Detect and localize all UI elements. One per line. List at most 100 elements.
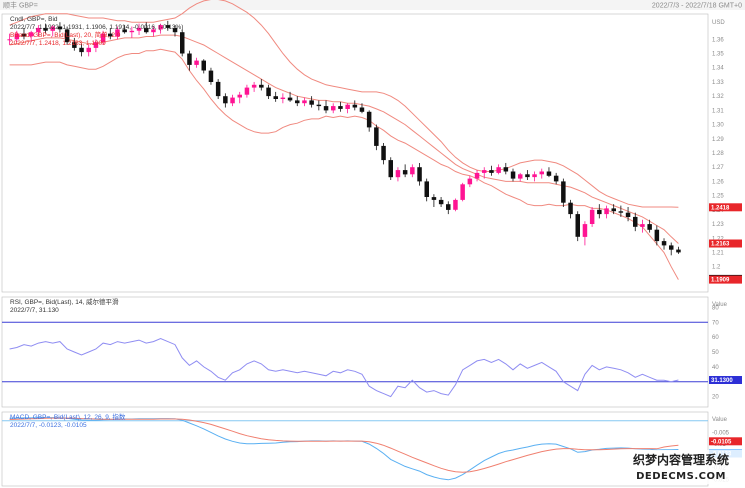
candle-body <box>273 96 278 99</box>
candle-body <box>467 178 473 185</box>
candle-body <box>86 47 91 53</box>
candle-body <box>21 33 27 37</box>
candle-body <box>424 181 429 197</box>
candle-body <box>474 172 480 179</box>
candle-body <box>7 39 12 41</box>
price-tick-label: 1.29 <box>712 137 724 143</box>
macd-value-tag <box>709 437 742 446</box>
price-tick-label: 1.27 <box>712 165 724 171</box>
candle-body <box>93 42 99 48</box>
candle-body <box>410 167 415 175</box>
macd-tick-label: -0.005 <box>712 430 730 436</box>
price-tick-label: 1.22 <box>712 236 724 242</box>
panel-frames <box>1 13 709 487</box>
candle-body <box>611 208 616 212</box>
price-tick-label: 1.36 <box>712 37 724 43</box>
watermark: 织梦内容管理系统 DEDECMS.COM <box>620 450 742 484</box>
candle-body <box>208 70 214 82</box>
price-tick-label: 1.33 <box>712 80 724 86</box>
candle-body <box>172 27 178 33</box>
candle-body <box>57 26 63 30</box>
watermark-backdrop <box>620 450 742 484</box>
candle-body <box>482 170 487 173</box>
macd-axis-unit: Value <box>712 417 728 423</box>
macd-panel <box>2 417 708 481</box>
rsi-panel <box>2 321 708 398</box>
candle-body <box>345 104 350 109</box>
bband-middle-line <box>9 34 679 244</box>
price-tick-label: 1.26 <box>712 179 724 185</box>
candle-body <box>136 27 142 31</box>
candle-body <box>194 60 199 65</box>
candle-body <box>215 81 221 97</box>
candle-body <box>280 97 286 99</box>
candle-body <box>510 171 516 179</box>
candle-body <box>503 167 509 172</box>
candle-body <box>331 106 336 111</box>
candle-body <box>237 94 242 98</box>
candle-body <box>230 97 235 104</box>
rsi-tick-label: 60 <box>712 335 719 341</box>
rsi-tick-label: 80 <box>712 305 719 311</box>
candle-body <box>251 84 257 88</box>
price-tick-label: 1.25 <box>712 194 724 200</box>
candle-body <box>460 184 465 200</box>
candle-body <box>669 245 674 250</box>
candle-body <box>676 249 681 253</box>
candle-body <box>115 29 120 37</box>
price-axis-unit: USD <box>712 20 725 26</box>
candle-body <box>366 111 372 128</box>
macd-info-line2: 2022/7/7, -0.0123, -0.0105 <box>10 422 87 429</box>
price-tick-label: 1.31 <box>712 108 724 114</box>
candle-body <box>50 26 55 31</box>
candle-body <box>625 212 631 217</box>
bband-info-line2: 2022/7/7, 1.2418, 1.2163, 1.1909 <box>10 40 106 47</box>
price-info-line2: 2022/7/7, 1.1922, 1.1931, 1.1906, 1.1914… <box>10 24 183 31</box>
candle-body <box>496 167 501 173</box>
macd-line <box>9 417 679 481</box>
candle-body <box>561 181 566 203</box>
rsi-info-line1: RSI, GBP=, Bid(Last), 14, 威尔德平滑 <box>10 297 119 306</box>
price-value-tag <box>709 239 742 248</box>
candle-body <box>654 229 660 242</box>
window-header <box>0 0 745 10</box>
candle-body <box>158 25 163 30</box>
candle-body <box>525 174 530 178</box>
price-info-line1: Cndl, GBP=, Bid <box>10 16 58 23</box>
y-axes: USD 1.36 1.35 1.34 1.33 1.32 1.31 1.30 1.29 1.28 1… <box>709 20 742 483</box>
candle-body <box>338 106 343 109</box>
candle-body <box>431 197 437 200</box>
candle-body <box>582 224 588 237</box>
candle-body <box>388 160 393 178</box>
candle-body <box>568 202 573 215</box>
bband-upper-line <box>9 0 679 208</box>
price-value-tag-label: 1.2163 <box>711 242 730 248</box>
price-tick-label: 1.21 <box>712 251 724 257</box>
candle-body <box>187 53 192 65</box>
candle-body <box>359 107 365 112</box>
rsi-tick-label: 50 <box>712 350 719 356</box>
price-tick-label: 1.35 <box>712 52 724 58</box>
price-value-tag-label: 1.2418 <box>711 205 730 211</box>
rsi-tick-label: 70 <box>712 320 719 326</box>
bband-info-line1: BBand, GBP=, Bid(Last), 20, 简单, 2.0 <box>10 30 121 39</box>
candle-body <box>539 171 544 175</box>
candle-body <box>14 33 20 40</box>
candle-body <box>223 96 228 104</box>
candle-body <box>661 241 667 246</box>
price-value-tag <box>709 275 742 284</box>
candle-body <box>287 97 293 101</box>
candle-body <box>108 33 113 37</box>
rsi-value-tag-label: 31.1300 <box>711 378 733 384</box>
candle-body <box>302 100 307 104</box>
candle-body <box>36 27 41 33</box>
candle-body <box>438 199 444 205</box>
price-panel <box>7 0 681 280</box>
price-panel-frame <box>1 13 709 293</box>
macd-signal-line <box>9 417 679 473</box>
candle-body <box>180 32 185 54</box>
rsi-info-line2: 2022/7/7, 31.130 <box>10 307 59 314</box>
candle-body <box>489 170 494 173</box>
candle-body <box>151 29 156 33</box>
